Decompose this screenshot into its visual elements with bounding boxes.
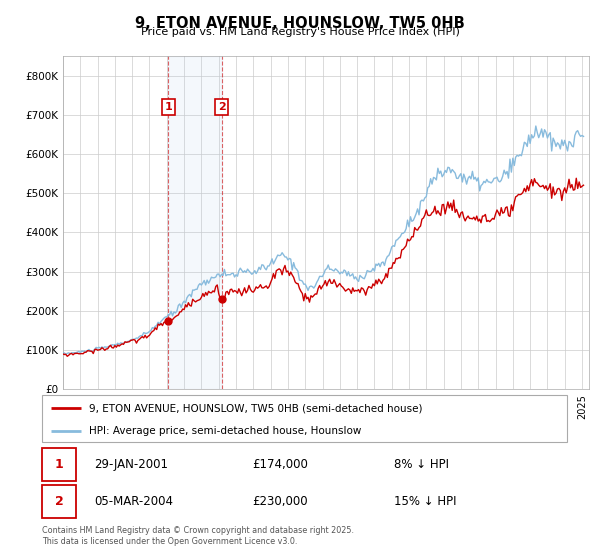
Text: 8% ↓ HPI: 8% ↓ HPI [394,458,449,471]
Text: HPI: Average price, semi-detached house, Hounslow: HPI: Average price, semi-detached house,… [89,426,362,436]
Text: 9, ETON AVENUE, HOUNSLOW, TW5 0HB (semi-detached house): 9, ETON AVENUE, HOUNSLOW, TW5 0HB (semi-… [89,403,423,413]
Bar [42,449,76,481]
Text: £230,000: £230,000 [252,495,308,508]
Text: Price paid vs. HM Land Registry's House Price Index (HPI): Price paid vs. HM Land Registry's House … [140,27,460,37]
Bar [168,56,222,389]
Text: 2: 2 [218,102,226,112]
Text: 05-MAR-2004: 05-MAR-2004 [95,495,173,508]
Text: 15% ↓ HPI: 15% ↓ HPI [394,495,456,508]
Text: 9, ETON AVENUE, HOUNSLOW, TW5 0HB: 9, ETON AVENUE, HOUNSLOW, TW5 0HB [135,16,465,31]
Text: Contains HM Land Registry data © Crown copyright and database right 2025.
This d: Contains HM Land Registry data © Crown c… [42,526,354,546]
Text: 1: 1 [55,458,64,471]
Text: 2: 2 [55,495,64,508]
Text: 1: 1 [164,102,172,112]
Text: £174,000: £174,000 [252,458,308,471]
Text: 29-JAN-2001: 29-JAN-2001 [95,458,169,471]
Bar [42,486,76,518]
